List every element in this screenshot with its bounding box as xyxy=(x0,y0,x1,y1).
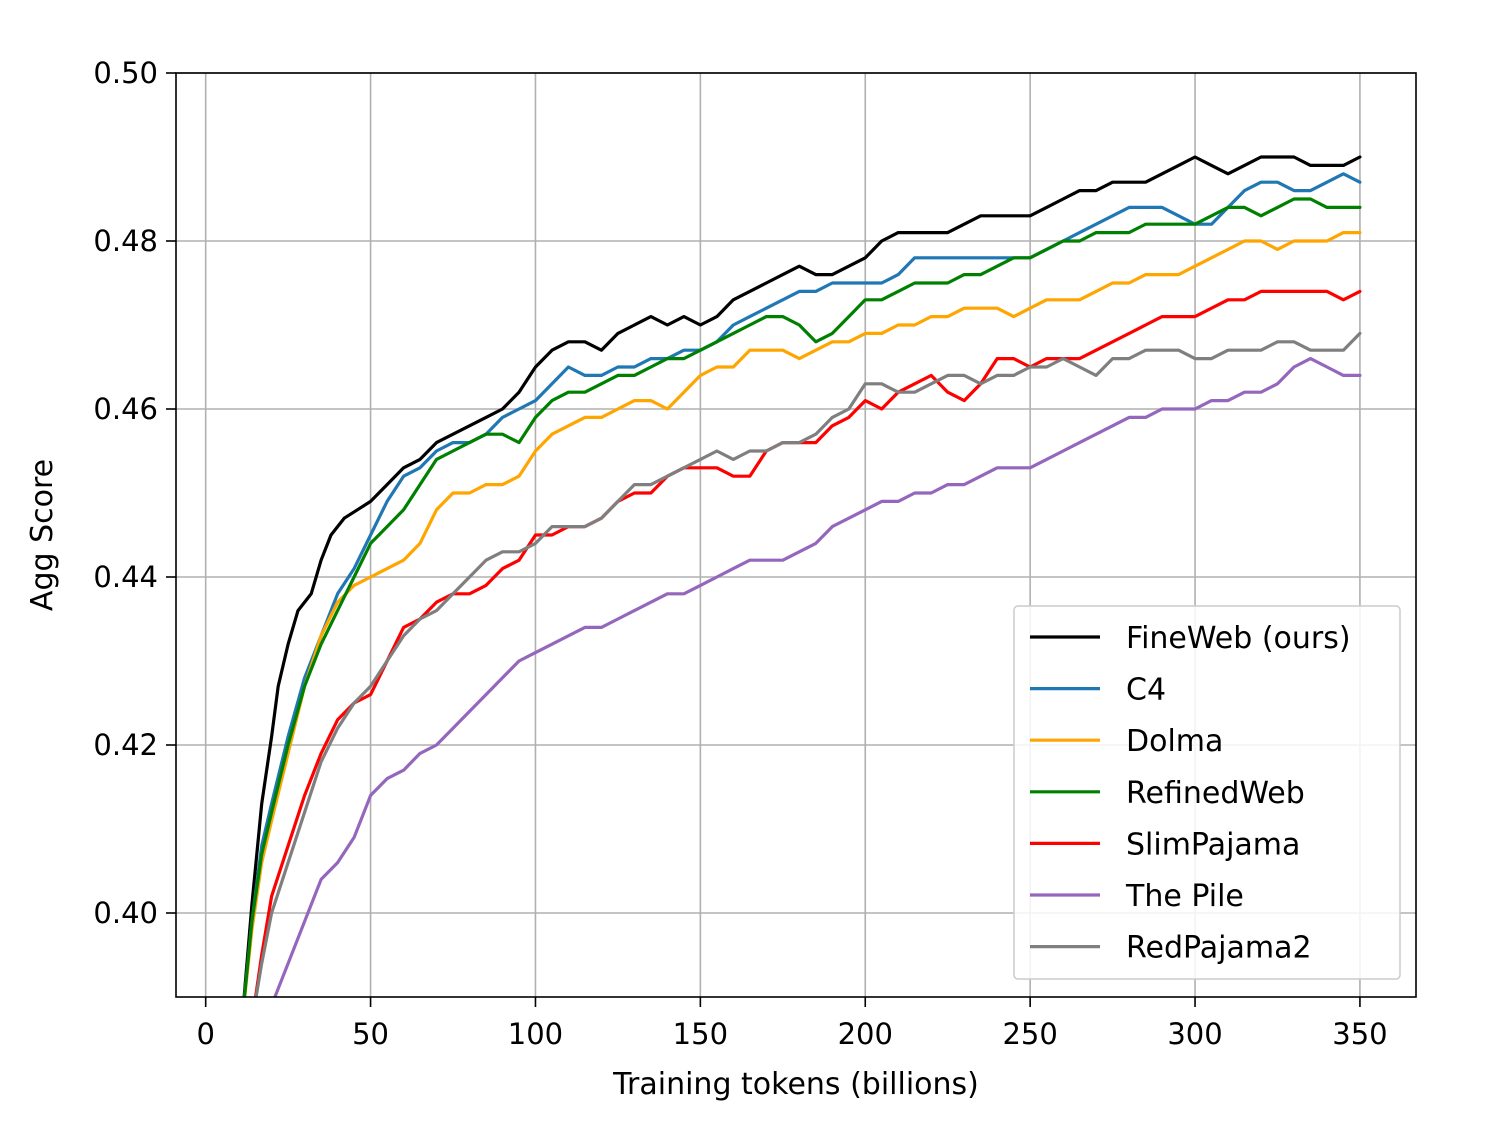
x-axis-label: Training tokens (billions) xyxy=(612,1067,979,1102)
y-axis-ticks: 0.40 0.42 0.44 0.46 0.48 0.50 xyxy=(93,56,176,930)
plot-frame xyxy=(175,72,1417,998)
series-line-2 xyxy=(243,231,1362,997)
x-tick-label: 50 xyxy=(352,1017,389,1051)
y-axis-label: Agg Score xyxy=(25,459,60,611)
x-tick-label: 200 xyxy=(838,1017,893,1051)
series-lines xyxy=(242,155,1362,997)
legend-box xyxy=(1013,605,1401,980)
series-line-1 xyxy=(242,172,1362,997)
y-tick-label: 0.46 xyxy=(93,392,158,426)
y-tick-label: 0.42 xyxy=(93,728,158,762)
x-tick-label: 0 xyxy=(196,1017,214,1051)
legend-label-4: SlimPajama xyxy=(1126,827,1300,862)
legend-label-1: C4 xyxy=(1126,673,1166,708)
x-tick-label: 250 xyxy=(1002,1017,1057,1051)
series-line-3 xyxy=(242,197,1362,997)
x-tick-label: 100 xyxy=(508,1017,563,1051)
x-tick-label: 300 xyxy=(1167,1017,1222,1051)
y-tick-label: 0.50 xyxy=(93,56,158,90)
legend-label-0: FineWeb (ours) xyxy=(1126,621,1351,656)
series-line-6 xyxy=(254,331,1362,997)
legend-label-6: RedPajama2 xyxy=(1126,931,1312,966)
x-axis-ticks: 0 50 100 150 200 250 300 350 xyxy=(196,997,1388,1051)
x-tick-label: 150 xyxy=(673,1017,728,1051)
legend-label-3: RefinedWeb xyxy=(1126,776,1305,811)
legend: FineWeb (ours) C4 Dolma RefinedWeb SlimPajam… xyxy=(1013,605,1401,980)
series-line-0 xyxy=(242,155,1362,997)
y-tick-label: 0.48 xyxy=(93,224,158,258)
series-line-5 xyxy=(273,357,1362,997)
y-tick-label: 0.40 xyxy=(93,896,158,930)
legend-label-2: Dolma xyxy=(1126,724,1223,759)
legend-label-5: The Pile xyxy=(1125,879,1244,914)
x-tick-label: 350 xyxy=(1332,1017,1387,1051)
y-tick-label: 0.44 xyxy=(93,560,158,594)
